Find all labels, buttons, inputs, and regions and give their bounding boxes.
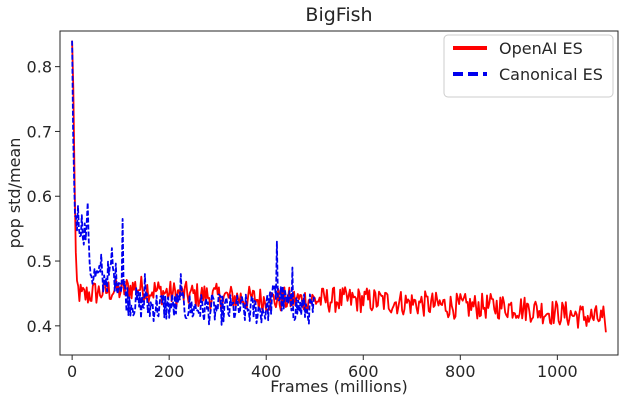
x-tick-label: 200 [154, 362, 185, 381]
series-layer [71, 40, 607, 333]
series-line-openai-es [71, 40, 607, 333]
y-axis-label: pop std/mean [5, 138, 24, 249]
legend: OpenAI ES Canonical ES [443, 34, 614, 98]
series-line-canonical-es [71, 40, 316, 326]
y-tick-label: 0.5 [27, 252, 52, 271]
chart-title: BigFish [305, 4, 372, 26]
x-tick-label: 1000 [537, 362, 578, 381]
x-tick-label: 400 [251, 362, 282, 381]
y-tick-label: 0.8 [27, 58, 52, 77]
legend-box [443, 34, 614, 98]
y-tick-label: 0.6 [27, 187, 52, 206]
y-tick-label: 0.4 [27, 317, 52, 336]
legend-label-openai-es: OpenAI ES [499, 39, 583, 58]
legend-label-canonical-es: Canonical ES [499, 65, 603, 84]
x-tick-label: 0 [67, 362, 77, 381]
x-tick-label: 600 [348, 362, 379, 381]
x-axis-label: Frames (millions) [270, 377, 407, 396]
x-tick-label: 800 [445, 362, 476, 381]
ticks-layer: 0 200 400 600 800 1000 0.4 0.5 0.6 0.7 0.8 [27, 58, 578, 381]
plot-frame [59, 30, 619, 356]
y-tick-label: 0.7 [27, 122, 52, 141]
